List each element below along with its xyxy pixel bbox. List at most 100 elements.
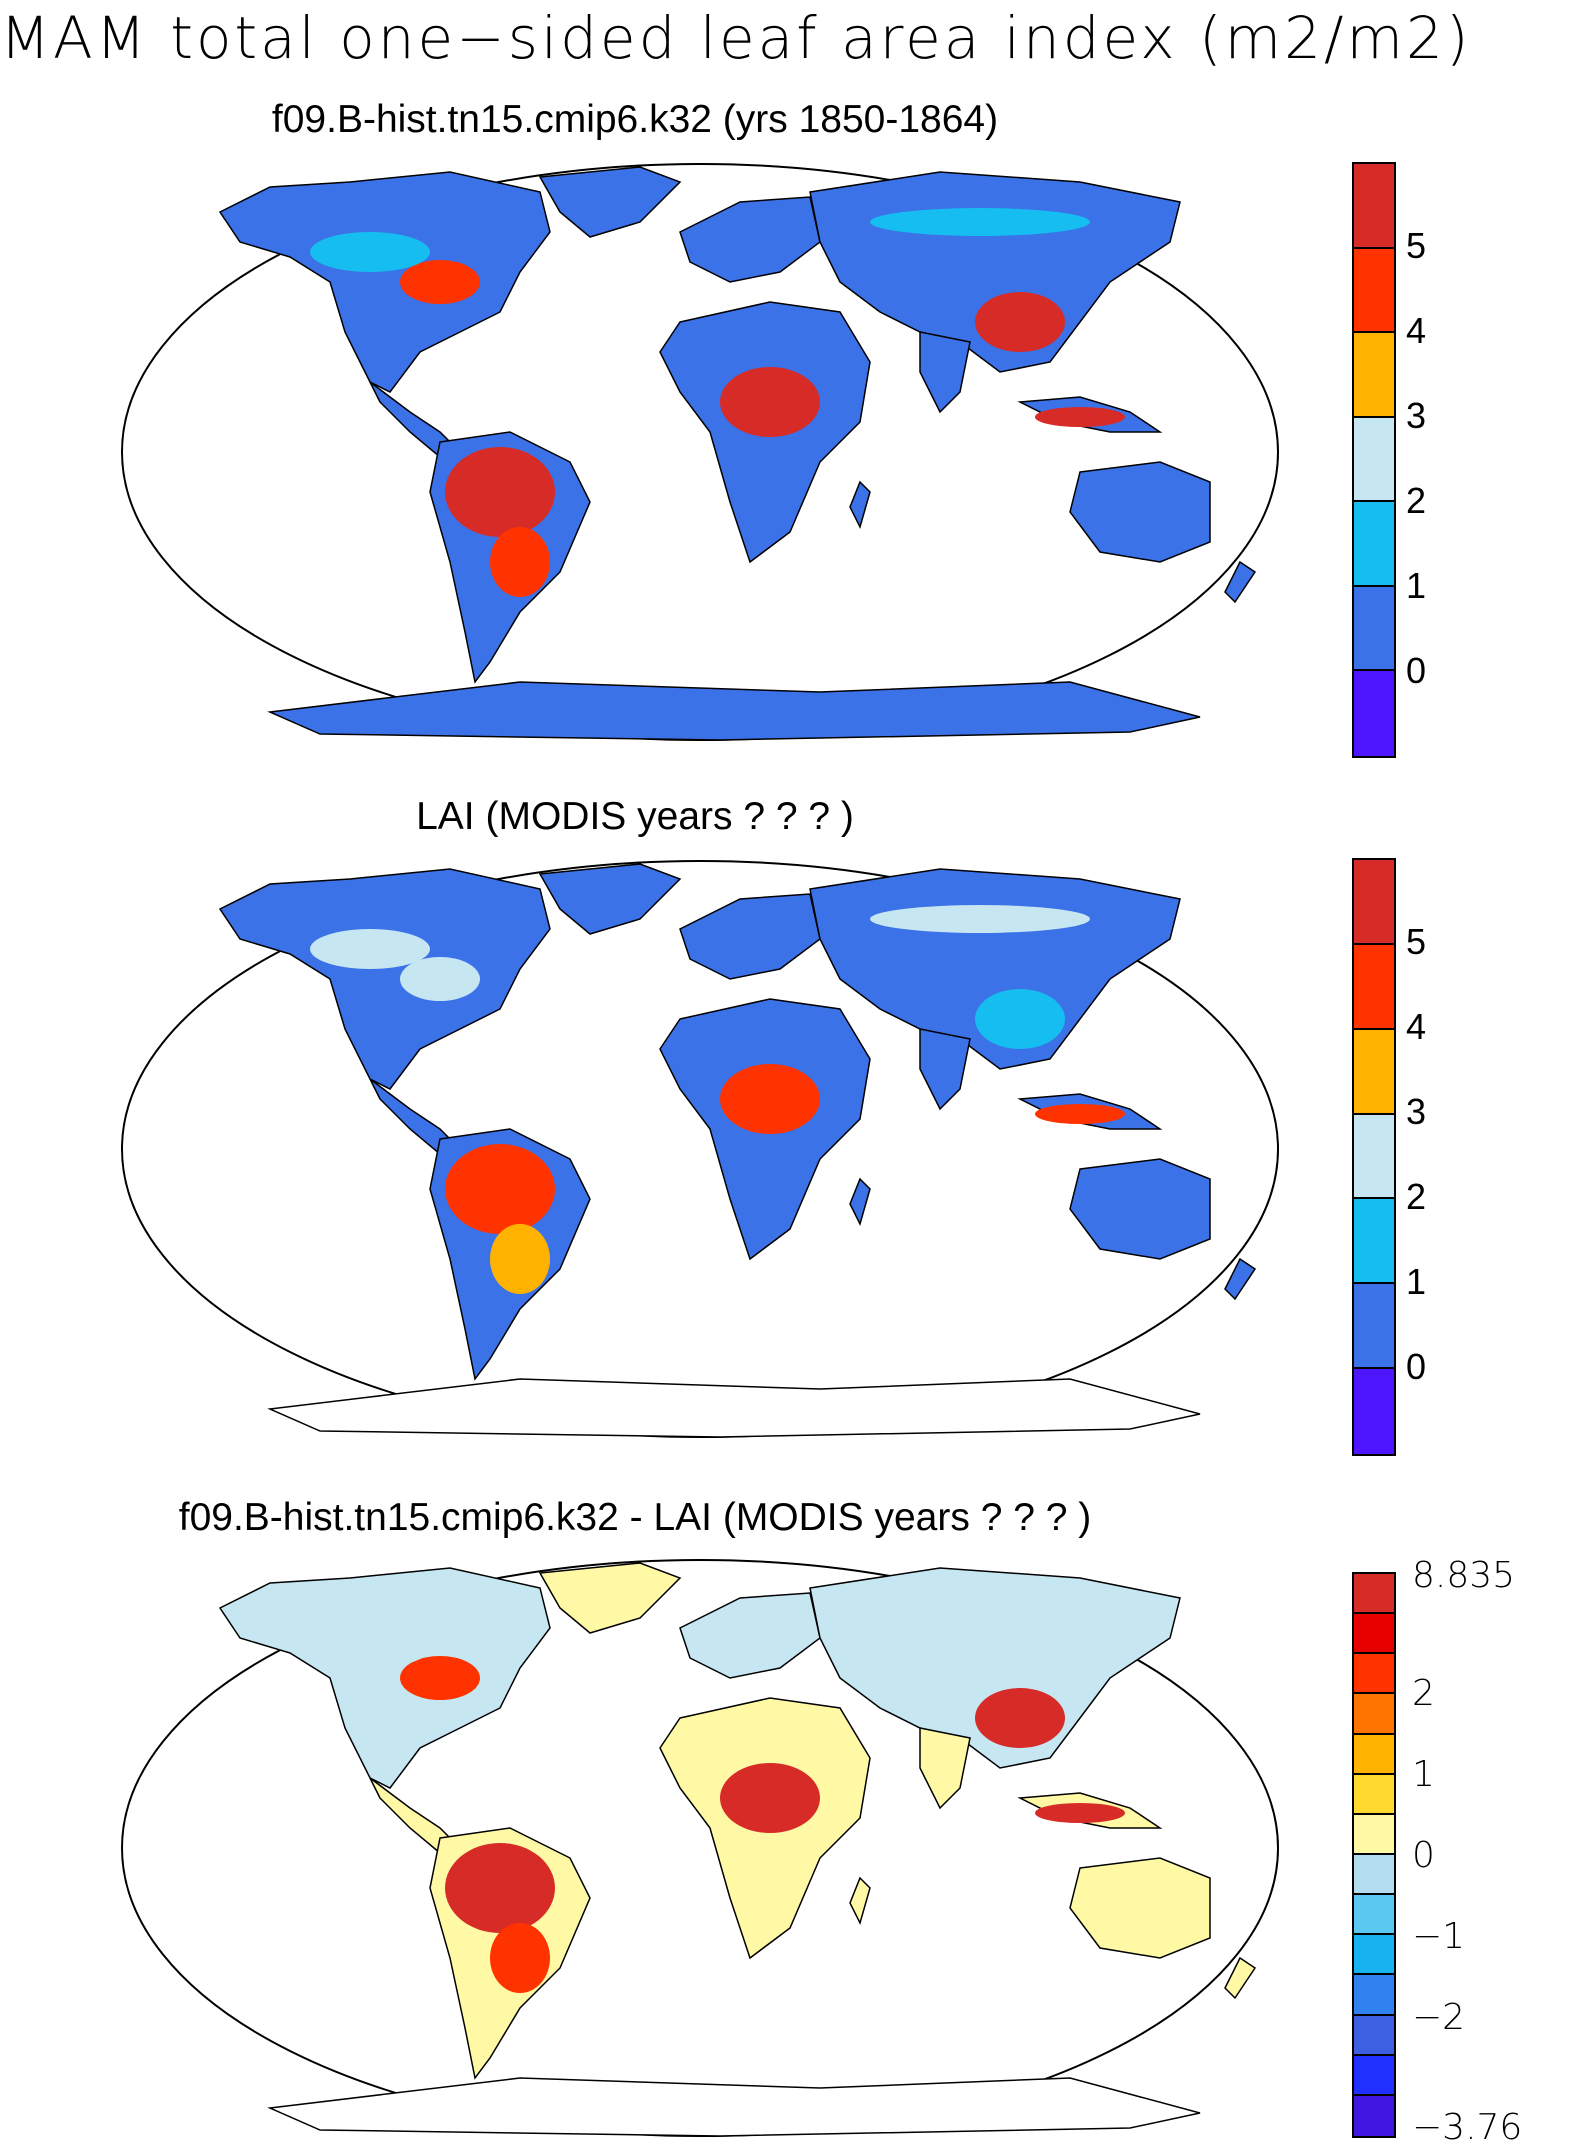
vegetation-congo: [720, 367, 820, 437]
land-greenland: [538, 1562, 682, 1634]
modis-lai-map: [121, 860, 1279, 1438]
vegetation-east-asia: [975, 1688, 1065, 1748]
land-india: [919, 1727, 971, 1810]
vegetation-southern-brazil: [490, 1224, 550, 1294]
colorbar-segment: [1354, 586, 1394, 672]
colorbar-1-label: 2: [1406, 480, 1427, 521]
colorbar-segment: [1354, 1895, 1394, 1936]
colorbar-segment: [1354, 2095, 1394, 2136]
colorbar-segment: [1354, 1574, 1394, 1615]
vegetation-eastern-us: [400, 957, 480, 1001]
land-antarctica: [267, 681, 1201, 741]
colorbar-3-label: −2: [1412, 1997, 1466, 2038]
colorbar-2-label: 3: [1406, 1091, 1427, 1132]
colorbar-segment: [1354, 1284, 1394, 1370]
colorbar-3-label: 0: [1412, 1835, 1435, 1876]
vegetation-boreal-asia: [870, 1604, 1090, 1632]
colorbar-3-label: 1: [1412, 1754, 1435, 1795]
vegetation-amazon: [445, 447, 555, 537]
vegetation-indonesia: [1035, 1803, 1125, 1823]
vegetation-southern-brazil: [490, 527, 550, 597]
model-lai-map: [121, 163, 1279, 741]
land-europe: [679, 893, 821, 980]
land-new-zealand: [1224, 1956, 1257, 2000]
colorbar-1-label: 3: [1406, 395, 1427, 436]
colorbar-segment: [1354, 2055, 1394, 2096]
colorbar-segment: [1354, 1854, 1394, 1896]
colorbar-segment: [1354, 944, 1394, 1030]
colorbar-segment: [1354, 417, 1394, 503]
colorbar-segment: [1354, 333, 1394, 418]
colorbar-2-label: 0: [1406, 1346, 1427, 1387]
land-antarctica: [267, 1378, 1201, 1438]
vegetation-boreal-asia: [870, 905, 1090, 933]
colorbar-segment: [1354, 1199, 1394, 1285]
vegetation-boreal-north-america: [310, 1628, 430, 1668]
land-australia: [1069, 461, 1211, 563]
land-madagascar: [849, 480, 871, 530]
vegetation-boreal-north-america: [310, 232, 430, 272]
colorbar-segment: [1354, 1935, 1394, 1976]
difference-lai-map: [121, 1559, 1279, 2137]
colorbar-segment: [1354, 1814, 1394, 1855]
colorbar-segment: [1354, 1975, 1394, 2016]
colorbar-segment: [1354, 671, 1394, 756]
land-australia: [1069, 1857, 1211, 1959]
colorbar-segment: [1354, 1114, 1394, 1200]
panel-2-title: LAI (MODIS years ? ? ? ): [416, 795, 854, 838]
land-north-america: [218, 868, 551, 1090]
colorbar-segment: [1354, 1614, 1394, 1655]
colorbar-segment: [1354, 1029, 1394, 1115]
land-new-zealand: [1224, 560, 1257, 604]
vegetation-indonesia: [1035, 407, 1125, 427]
colorbar-2-label: 5: [1406, 921, 1427, 962]
land-europe: [679, 1592, 821, 1679]
colorbar-3-label: 8.835: [1412, 1555, 1516, 1596]
vegetation-boreal-north-america: [310, 929, 430, 969]
colorbar-segment: [1354, 1734, 1394, 1775]
colorbar-segment: [1354, 1654, 1394, 1695]
land-north-america: [218, 171, 551, 393]
colorbar-3-label: 2: [1412, 1673, 1435, 1714]
panel-3-title: f09.B-hist.tn15.cmip6.k32 - LAI (MODIS y…: [178, 1496, 1092, 1539]
land-antarctica: [267, 2077, 1201, 2137]
land-madagascar: [849, 1876, 871, 1926]
vegetation-eastern-us: [400, 1656, 480, 1700]
vegetation-indonesia: [1035, 1104, 1125, 1124]
colorbar-1-label: 4: [1406, 310, 1427, 351]
vegetation-congo: [720, 1064, 820, 1134]
colorbar-segment: [1354, 502, 1394, 587]
land-north-america: [218, 1567, 551, 1789]
land-india: [919, 331, 971, 414]
colorbar-segment: [1354, 1369, 1394, 1454]
land-madagascar: [849, 1177, 871, 1227]
colorbar-segment: [1354, 860, 1394, 945]
colorbar-3-label: −1: [1412, 1916, 1466, 1957]
vegetation-amazon: [445, 1843, 555, 1933]
colorbar-1: [1352, 162, 1396, 758]
vegetation-eastern-us: [400, 260, 480, 304]
panel-1-title: f09.B-hist.tn15.cmip6.k32 (yrs 1850-1864…: [271, 98, 999, 141]
figure-title: MAM total one−sided leaf area index (m2/…: [0, 4, 1472, 72]
colorbar-segment: [1354, 2015, 1394, 2056]
vegetation-east-asia: [975, 292, 1065, 352]
colorbar-3-label: −3.76: [1412, 2107, 1523, 2148]
colorbar-1-label: 5: [1406, 225, 1427, 266]
land-greenland: [538, 863, 682, 935]
vegetation-boreal-asia: [870, 208, 1090, 236]
colorbar-segment: [1354, 164, 1394, 249]
land-india: [919, 1028, 971, 1111]
vegetation-east-asia: [975, 989, 1065, 1049]
vegetation-amazon: [445, 1144, 555, 1234]
vegetation-southern-brazil: [490, 1923, 550, 1993]
colorbar-2-label: 2: [1406, 1176, 1427, 1217]
colorbar-3: [1352, 1572, 1396, 2138]
colorbar-2-label: 1: [1406, 1261, 1427, 1302]
colorbar-segment: [1354, 248, 1394, 334]
colorbar-1-label: 0: [1406, 650, 1427, 691]
colorbar-1-label: 1: [1406, 565, 1427, 606]
colorbar-segment: [1354, 1774, 1394, 1815]
colorbar-2: [1352, 858, 1396, 1456]
vegetation-congo: [720, 1763, 820, 1833]
land-europe: [679, 196, 821, 283]
